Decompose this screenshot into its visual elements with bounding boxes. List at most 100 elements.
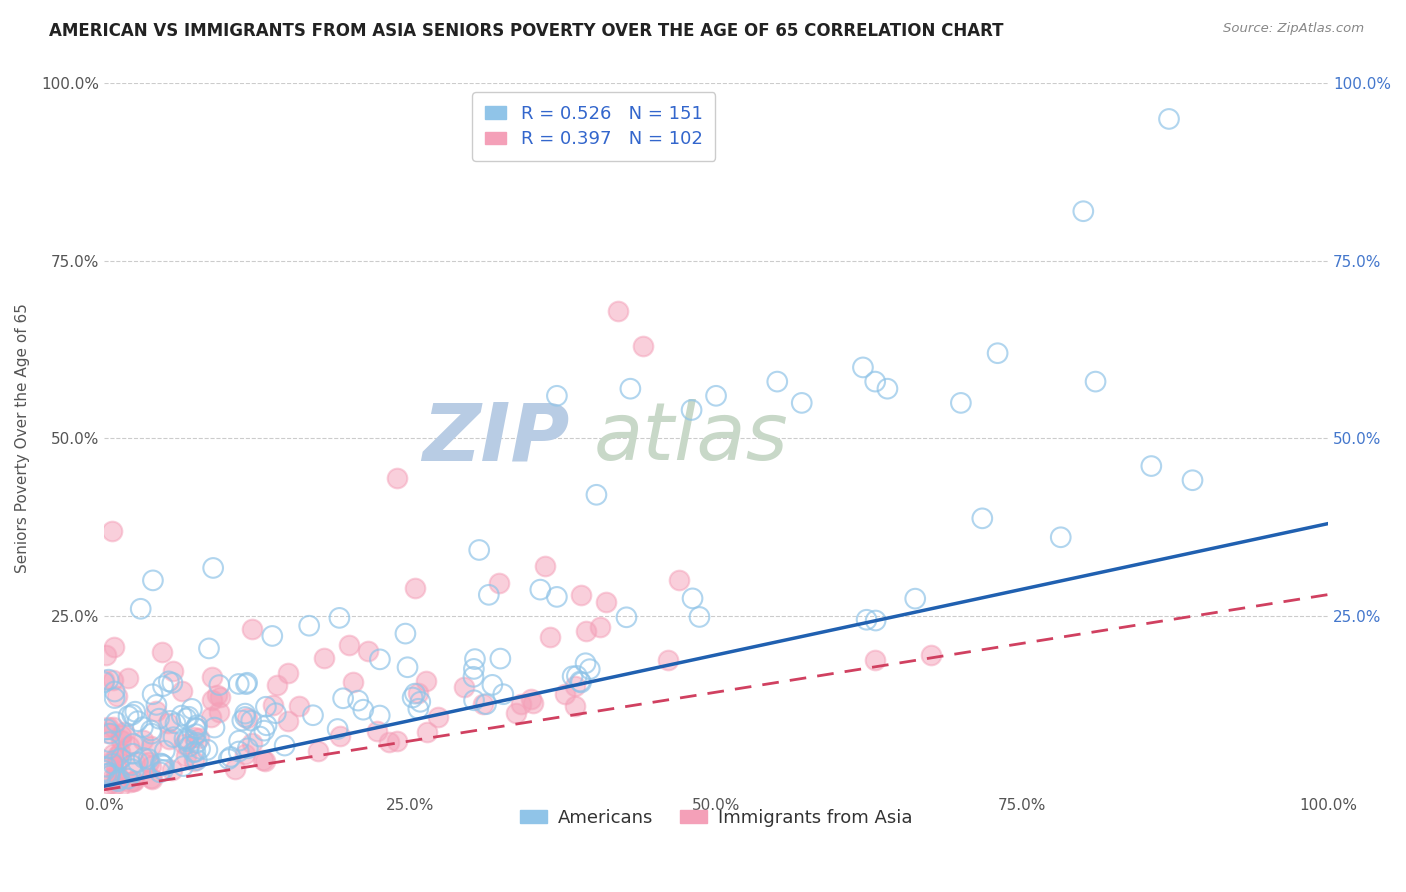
Point (141, 758, 163, 772)
Point (110, 733, 132, 747)
Point (224, 762, 246, 776)
Point (121, 747, 143, 761)
Point (218, 752, 240, 766)
Point (100, 726, 122, 740)
Point (406, 686, 429, 700)
Point (464, 652, 486, 666)
Point (97, 673, 120, 687)
Point (357, 644, 380, 658)
Point (157, 674, 180, 689)
Point (149, 756, 172, 771)
Point (277, 665, 299, 680)
Point (93, 675, 115, 690)
Point (94, 648, 117, 662)
Point (228, 677, 250, 691)
Point (159, 714, 181, 728)
Point (127, 714, 149, 728)
Point (471, 698, 494, 712)
Point (481, 678, 503, 692)
Point (105, 749, 128, 764)
Point (569, 675, 592, 690)
Point (972, 511, 994, 525)
Point (188, 741, 211, 756)
Point (104, 759, 127, 773)
Point (1140, 458, 1163, 473)
Point (766, 375, 789, 389)
Point (790, 396, 813, 410)
Point (240, 714, 263, 728)
Point (904, 591, 927, 606)
Point (107, 774, 129, 789)
Point (489, 651, 512, 665)
Point (162, 730, 184, 744)
Point (1181, 473, 1204, 487)
Point (101, 771, 124, 785)
Point (177, 739, 200, 754)
Text: Source: ZipAtlas.com: Source: ZipAtlas.com (1223, 22, 1364, 36)
Point (574, 657, 596, 671)
Point (404, 581, 426, 595)
Point (110, 727, 132, 741)
Point (124, 705, 146, 719)
Point (124, 755, 146, 769)
Point (184, 745, 207, 759)
Point (174, 748, 197, 763)
Point (688, 610, 710, 624)
Point (177, 710, 200, 724)
Point (266, 678, 288, 692)
Point (463, 693, 485, 707)
Point (368, 708, 391, 723)
Point (93, 764, 115, 778)
Point (256, 718, 278, 732)
Point (97, 741, 120, 756)
Point (236, 741, 259, 756)
Point (233, 710, 256, 724)
Point (208, 690, 231, 704)
Point (201, 670, 224, 684)
Point (110, 745, 132, 759)
Point (107, 766, 129, 780)
Point (142, 574, 165, 588)
Point (108, 780, 131, 794)
Point (172, 759, 194, 773)
Point (139, 723, 162, 738)
Point (183, 754, 205, 768)
Point (96, 723, 118, 737)
Point (288, 698, 311, 713)
Point (463, 662, 485, 676)
Point (233, 706, 256, 721)
Legend: Americans, Immigrants from Asia: Americans, Immigrants from Asia (512, 802, 920, 834)
Point (347, 693, 370, 707)
Point (160, 763, 183, 777)
Point (949, 396, 972, 410)
Point (326, 722, 349, 736)
Point (426, 710, 449, 724)
Point (546, 389, 568, 403)
Point (98, 769, 121, 783)
Point (578, 662, 600, 676)
Point (571, 588, 593, 602)
Point (235, 711, 257, 725)
Point (177, 732, 200, 747)
Point (546, 590, 568, 604)
Point (505, 706, 527, 721)
Point (153, 744, 176, 758)
Text: ZIP: ZIP (422, 400, 569, 477)
Point (468, 543, 491, 558)
Point (180, 702, 202, 716)
Point (254, 699, 277, 714)
Point (108, 772, 131, 787)
Point (522, 696, 544, 710)
Point (117, 671, 139, 685)
Point (127, 755, 149, 769)
Point (488, 576, 510, 591)
Point (409, 695, 432, 709)
Point (264, 706, 287, 721)
Point (329, 729, 352, 743)
Point (492, 687, 515, 701)
Point (162, 676, 184, 690)
Point (202, 561, 225, 575)
Point (233, 747, 256, 761)
Point (117, 739, 139, 754)
Point (101, 754, 124, 768)
